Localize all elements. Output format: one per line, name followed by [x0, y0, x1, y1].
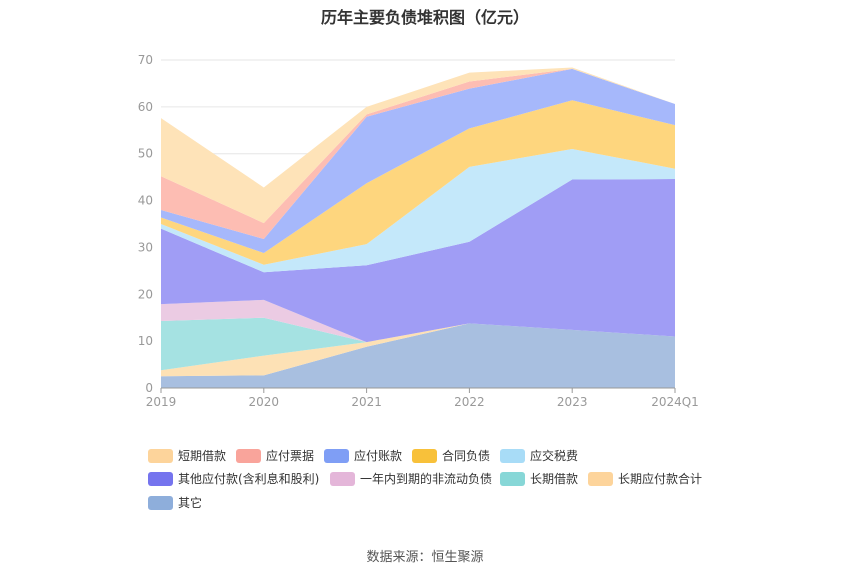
legend-swatch: [324, 448, 349, 463]
legend-label: 应付账款: [354, 449, 403, 463]
axes: 0 10 20 30 40 50 60 70 2019 2020 2021 2022 2023 2024Q…: [138, 53, 699, 409]
legend-item[interactable]: 应付票据: [236, 447, 314, 464]
y-tick-label: 30: [138, 240, 153, 254]
legend-swatch: [412, 448, 437, 463]
legend-swatch: [236, 448, 261, 463]
y-tick-label: 60: [138, 100, 153, 114]
area-其它: [161, 323, 675, 388]
legend-item[interactable]: 一年内到期的非流动负债: [330, 470, 492, 487]
y-tick-label: 20: [138, 287, 153, 301]
legend-item[interactable]: 合同负债: [412, 447, 490, 464]
area-应付票据: [161, 68, 675, 239]
stacked-area-chart: 0 10 20 30 40 50 60 70 2019 2020 2021 2022 2023 2024Q…: [138, 53, 699, 409]
x-tick-label: 2022: [454, 395, 485, 409]
legend-item[interactable]: 长期借款: [500, 470, 578, 487]
x-tick-label: 2023: [557, 395, 588, 409]
legend-label: 长期借款: [530, 472, 579, 486]
legend-label: 应付票据: [266, 449, 315, 463]
area-应交税费: [161, 149, 675, 273]
x-tick-label: 2024Q1: [651, 395, 699, 409]
area-长期借款: [161, 317, 675, 371]
legend-swatch: [148, 448, 173, 463]
legend-label: 合同负债: [442, 449, 491, 463]
x-tick-label: 2020: [249, 395, 280, 409]
legend-item[interactable]: 长期应付款合计: [588, 470, 702, 487]
area-一年内到期的非流动负债: [161, 299, 675, 343]
legend-item[interactable]: 其他应付款(含利息和股利): [148, 470, 319, 487]
legend-swatch: [500, 448, 525, 463]
legend-label: 应交税费: [530, 449, 579, 463]
chart-title: 历年主要负债堆积图（亿元）: [320, 8, 529, 27]
legend-swatch: [330, 471, 355, 486]
area-长期应付款合计: [161, 323, 675, 377]
legend-label: 其他应付款(含利息和股利): [178, 472, 320, 486]
legend-label: 长期应付款合计: [618, 472, 703, 486]
legend-label: 短期借款: [178, 449, 227, 463]
legend-label: 一年内到期的非流动负债: [360, 472, 493, 486]
legend-item[interactable]: 应付账款: [324, 447, 402, 464]
x-tick-label: 2021: [351, 395, 382, 409]
x-tick-label: 2019: [146, 395, 177, 409]
legend-swatch: [588, 471, 613, 486]
y-tick-label: 0: [145, 381, 153, 395]
legend-label: 其它: [178, 496, 203, 510]
data-source: 数据来源：恒生聚源: [366, 550, 484, 565]
legend-item[interactable]: 其它: [148, 494, 202, 511]
area-应付账款: [161, 68, 675, 254]
legend-swatch: [148, 471, 173, 486]
legend-item[interactable]: 应交税费: [500, 447, 578, 464]
y-tick-label: 50: [138, 147, 153, 161]
y-tick-label: 70: [138, 53, 153, 67]
area-series: [161, 67, 675, 388]
y-tick-label: 10: [138, 334, 153, 348]
area-其他应付款(含利息和股利): [161, 179, 675, 343]
y-tick-label: 40: [138, 194, 153, 208]
legend-swatch: [500, 471, 525, 486]
legend-swatch: [148, 495, 173, 510]
area-短期借款: [161, 67, 675, 224]
area-合同负债: [161, 100, 675, 265]
legend-item[interactable]: 短期借款: [148, 447, 226, 464]
